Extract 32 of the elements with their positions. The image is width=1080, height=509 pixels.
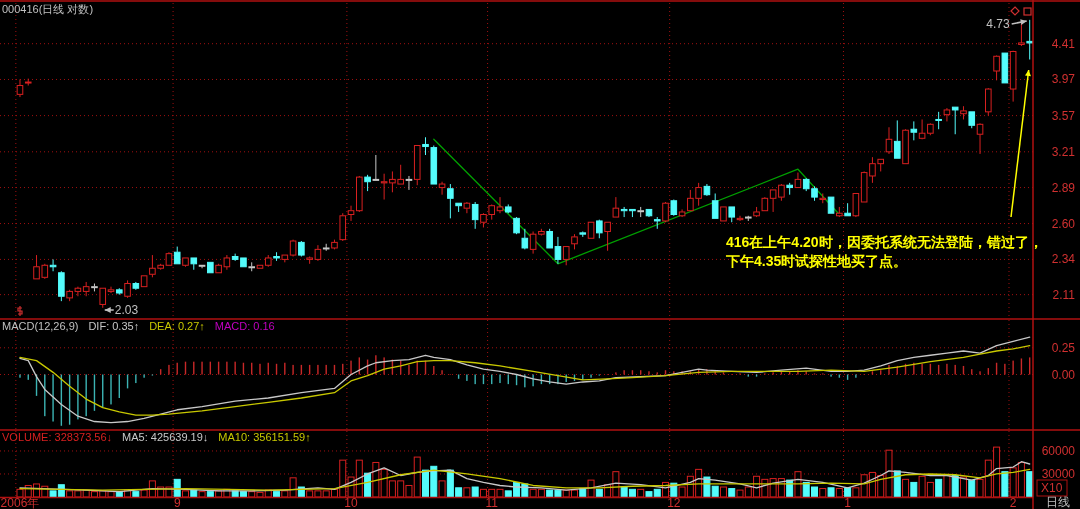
y-tick-label: 0.25 <box>1051 340 1076 355</box>
chart-title: 000416(日线 对数) <box>2 3 94 15</box>
y-tick-label: 60000 <box>1041 443 1076 458</box>
x-tick-label: 2 <box>1009 496 1017 509</box>
y-tick-label: 2.34 <box>1051 252 1076 267</box>
annotation: 2.03 <box>114 303 139 317</box>
x-tick-label: 9 <box>173 496 181 509</box>
annotation: 4.73 <box>986 17 1011 31</box>
y-tick-label: 3.97 <box>1051 72 1076 87</box>
y-tick-label: 2.11 <box>1052 287 1076 302</box>
text: X10 <box>1041 481 1063 495</box>
text: MA10: 356151.59↑ <box>218 431 311 443</box>
text: VOLUME: 328373.56↓ <box>2 431 113 443</box>
y-tick-label: 30000 <box>1041 466 1076 481</box>
text: 日线 <box>1046 495 1070 509</box>
x-tick-label: 2006年 <box>0 496 40 509</box>
y-tick-label: 3.57 <box>1051 108 1076 123</box>
text: MACD: 0.16 <box>214 320 275 332</box>
text: DEA: 0.27↑ <box>149 320 205 332</box>
chart-title: MACD(12,26,9) <box>2 320 79 332</box>
y-tick-label: 2.89 <box>1051 180 1076 195</box>
annotation: 416在上午4.20时，因委托系统无法登陆，错过了，下午4.35时试探性地买了点。 <box>725 234 1043 269</box>
x-tick-label: 12 <box>667 496 681 509</box>
x-tick-label: 1 <box>844 496 852 509</box>
y-tick-label: 3.21 <box>1051 144 1076 159</box>
x-tick-label: 11 <box>485 496 499 509</box>
y-tick-label: 4.41 <box>1051 36 1076 51</box>
y-tick-label: 2.60 <box>1051 216 1076 231</box>
text: DIF: 0.35↑ <box>88 320 140 332</box>
y-tick-label: 0.00 <box>1051 367 1076 382</box>
x-tick-label: 10 <box>344 496 359 509</box>
text: MA5: 425639.19↓ <box>122 431 209 443</box>
